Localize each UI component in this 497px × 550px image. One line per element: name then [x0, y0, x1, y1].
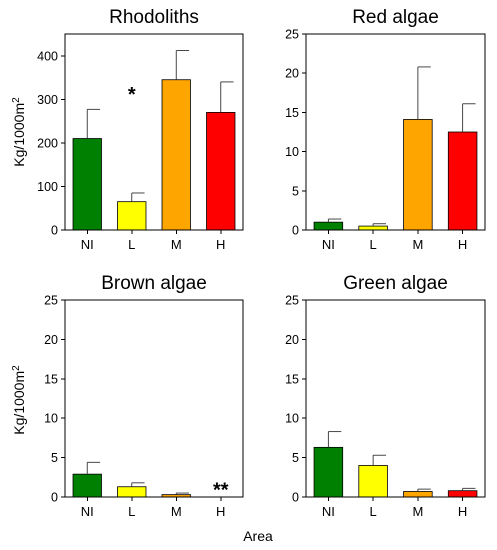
- y-axis-label-text: Kg/1000m: [11, 371, 27, 435]
- y-tick-label: 0: [292, 224, 299, 238]
- x-tick-label-H: H: [458, 237, 467, 252]
- x-tick-label-L: L: [370, 504, 377, 519]
- chart-title: Green algae: [343, 273, 448, 294]
- x-tick-label-M: M: [412, 237, 423, 252]
- bar-NI: [314, 447, 343, 497]
- bar-H: [207, 112, 235, 230]
- x-tick-label-M: M: [171, 237, 182, 252]
- y-tick-label: 25: [285, 28, 299, 42]
- chart-title: Brown algae: [101, 273, 207, 294]
- chart-title: Red algae: [352, 7, 439, 28]
- chart-panel-4: Green algae NI L M H 0 5 10 15 20 25: [285, 273, 485, 519]
- x-tick-label-M: M: [171, 504, 182, 519]
- y-tick-label: 10: [44, 412, 58, 426]
- chart-title: Rhodoliths: [109, 7, 199, 28]
- x-tick-label-H: H: [216, 504, 225, 519]
- bar-M: [404, 491, 433, 497]
- plot-frame: [65, 300, 243, 497]
- y-tick-label: 15: [44, 372, 58, 386]
- y-tick-label: 15: [285, 106, 299, 120]
- x-tick-label-L: L: [370, 237, 377, 252]
- bar-NI: [314, 222, 343, 230]
- bar-M: [162, 80, 190, 230]
- x-tick-label-M: M: [412, 504, 423, 519]
- y-tick-label: 300: [37, 93, 58, 107]
- y-tick-label: 0: [51, 224, 58, 238]
- x-tick-label-NI: NI: [81, 237, 94, 252]
- x-tick-label-H: H: [216, 237, 225, 252]
- y-tick-label: 0: [51, 491, 58, 505]
- y-tick-label: 10: [285, 145, 299, 159]
- bar-H: [448, 491, 477, 497]
- x-tick-label-NI: NI: [322, 237, 335, 252]
- y-tick-label: 0: [292, 491, 299, 505]
- bar-L: [118, 487, 146, 497]
- y-tick-label: 100: [37, 180, 58, 194]
- y-axis-label-sup: 2: [11, 365, 22, 371]
- y-tick-label: 15: [285, 372, 299, 386]
- chart-panel-2: Red algae NI L M H 0 5 10 15 20 25: [285, 7, 485, 252]
- x-axis-label: Area: [243, 528, 273, 544]
- x-tick-label-NI: NI: [81, 504, 94, 519]
- bar-L: [118, 202, 146, 230]
- y-tick-label: 10: [285, 412, 299, 426]
- x-tick-label-H: H: [458, 504, 467, 519]
- bar-L: [359, 465, 388, 497]
- x-tick-label-L: L: [128, 237, 135, 252]
- y-tick-label: 200: [37, 136, 58, 150]
- chart-panel-3: Brown algae NI L M H 0 5 10 15 20 25 **: [44, 273, 243, 519]
- y-tick-label: 20: [285, 333, 299, 347]
- significance-marker: *: [128, 84, 136, 106]
- bar-L: [359, 226, 388, 230]
- chart-panel-1: Rhodoliths NI L M H 0 100 200 300 400 *: [37, 7, 243, 252]
- bar-M: [404, 119, 433, 230]
- y-axis-label-bottom: Kg/1000m2: [11, 365, 27, 435]
- bar-NI: [73, 139, 101, 230]
- y-tick-label: 25: [44, 294, 58, 308]
- bar-NI: [73, 474, 101, 497]
- y-tick-label: 25: [285, 294, 299, 308]
- y-tick-label: 20: [44, 333, 58, 347]
- y-tick-label: 400: [37, 49, 58, 63]
- x-tick-label-L: L: [128, 504, 135, 519]
- y-axis-label-sup: 2: [11, 97, 22, 103]
- y-tick-label: 5: [292, 184, 299, 198]
- x-tick-label-NI: NI: [322, 504, 335, 519]
- y-tick-label: 20: [285, 67, 299, 81]
- y-tick-label: 5: [292, 451, 299, 465]
- y-tick-label: 5: [51, 451, 58, 465]
- y-axis-label-text: Kg/1000m: [11, 103, 27, 167]
- significance-marker: **: [213, 480, 229, 502]
- y-axis-label-top: Kg/1000m2: [11, 97, 27, 167]
- bar-H: [448, 132, 477, 230]
